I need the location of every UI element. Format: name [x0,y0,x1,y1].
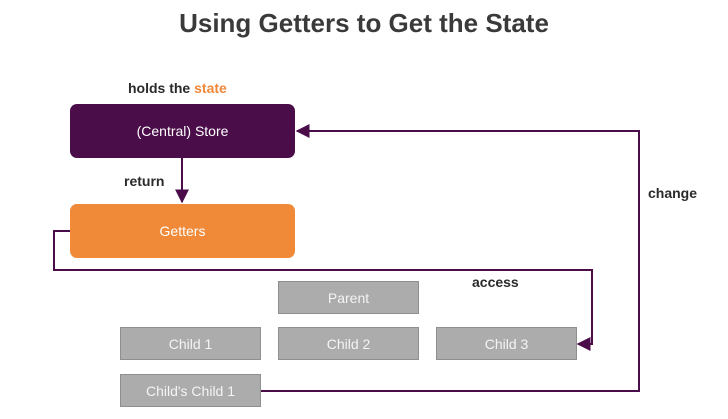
change-label: change [648,185,698,201]
child2-node: Child 2 [278,327,419,360]
state-text: state [194,80,227,96]
parent-node: Parent [278,281,419,314]
childs-child1-node: Child's Child 1 [120,374,261,407]
change-arrow [261,124,640,392]
holds-state-label: holds the state [128,80,227,96]
holds-prefix-text: holds the [128,80,191,96]
return-label: return [124,173,165,189]
diagram-title: Using Getters to Get the State [179,8,549,38]
access-label: access [472,274,519,290]
access-arrow [53,230,593,351]
getters-node: Getters [70,204,295,258]
child3-node: Child 3 [436,327,577,360]
child1-node: Child 1 [120,327,261,360]
central-store-node: (Central) Store [70,104,295,158]
